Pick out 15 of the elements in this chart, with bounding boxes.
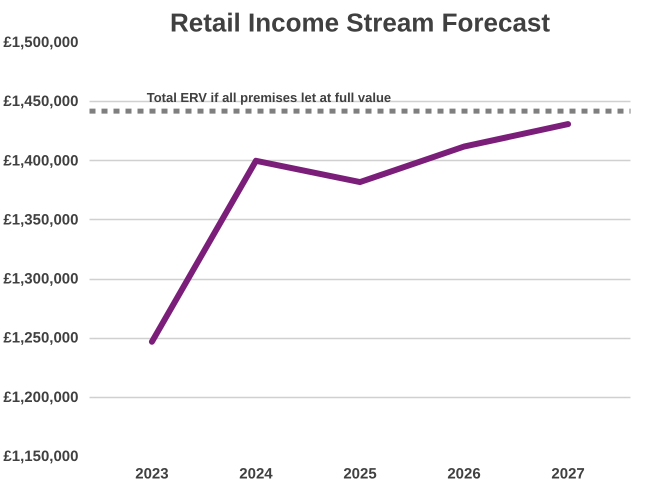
x-tick-label: 2025 bbox=[343, 466, 377, 482]
x-tick-label: 2024 bbox=[239, 466, 274, 482]
chart-title: Retail Income Stream Forecast bbox=[170, 8, 550, 38]
y-tick-label: £1,500,000 bbox=[3, 34, 79, 51]
ref-line-label: Total ERV if all premises let at full value bbox=[146, 90, 392, 106]
y-tick-label: £1,450,000 bbox=[3, 93, 79, 110]
y-tick-label: £1,250,000 bbox=[3, 330, 79, 347]
x-tick-label: 2027 bbox=[551, 466, 585, 482]
y-tick-label: £1,400,000 bbox=[3, 152, 79, 170]
y-tick-label: £1,300,000 bbox=[3, 270, 79, 288]
x-tick-label: 2026 bbox=[447, 466, 481, 482]
x-tick-label: 2023 bbox=[135, 466, 169, 482]
y-tick-label: £1,150,000 bbox=[3, 448, 79, 465]
y-tick-label: £1,350,000 bbox=[3, 211, 79, 228]
y-tick-label: £1,200,000 bbox=[3, 388, 79, 406]
